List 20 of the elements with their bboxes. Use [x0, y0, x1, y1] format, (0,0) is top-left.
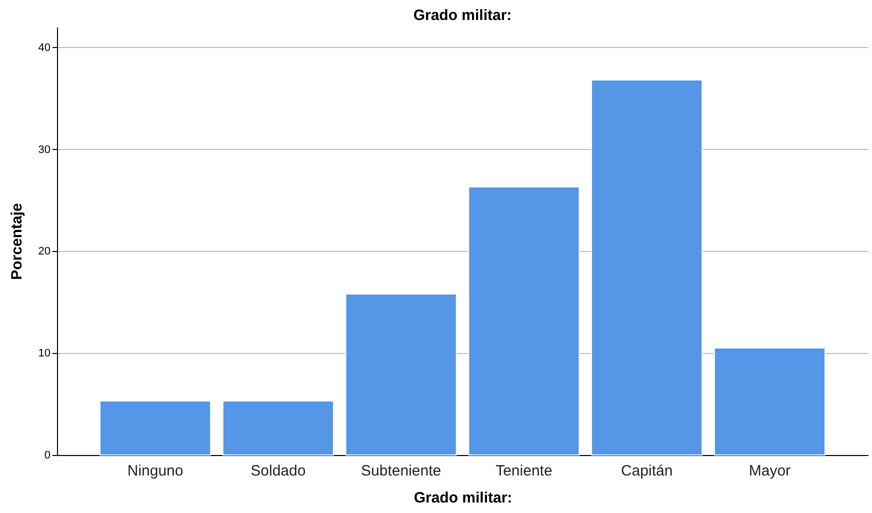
bar [591, 79, 703, 456]
y-tick-label: 40 [38, 42, 50, 54]
x-tick-label: Subteniente [361, 462, 442, 480]
bar [100, 400, 212, 456]
y-tick-label: 0 [44, 450, 50, 462]
bar [222, 400, 334, 456]
y-tick-label: 20 [38, 246, 50, 258]
x-tick-label: Capitán [620, 462, 673, 480]
x-tick-label: Mayor [748, 462, 791, 480]
x-tick-label: Soldado [250, 462, 306, 480]
bar [468, 186, 580, 456]
x-axis-title: Grado militar: [414, 490, 512, 506]
x-tick-label: Ninguno [127, 462, 184, 480]
y-tick-label: 10 [38, 348, 50, 360]
x-tick-label: Teniente [496, 462, 552, 480]
bar [714, 348, 826, 456]
y-axis-title: Porcentaje [8, 203, 26, 280]
y-tick-label: 30 [38, 144, 50, 156]
bar [345, 293, 457, 456]
chart-title: Grado militar: [413, 7, 512, 24]
